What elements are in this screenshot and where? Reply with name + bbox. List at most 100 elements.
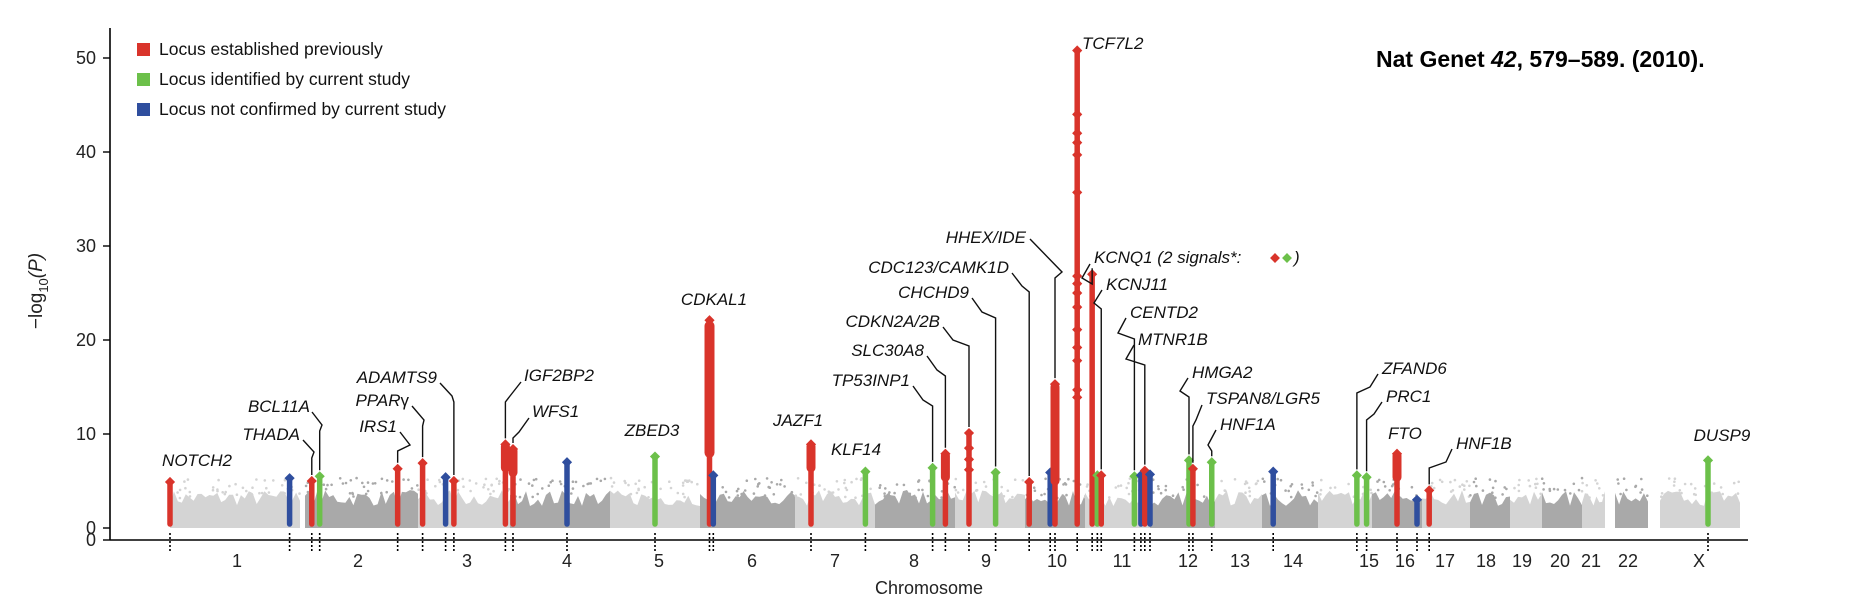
- gene-label: IGF2BP2: [524, 366, 594, 385]
- snp-dots-chr22: [1616, 477, 1649, 498]
- gene-label: CDKAL1: [681, 290, 747, 309]
- locus-kcnj11: [1096, 470, 1107, 552]
- snp-dots-chr20: [1540, 476, 1584, 500]
- x-tick-label-chr17: 17: [1435, 551, 1455, 571]
- leader-line: [1192, 404, 1203, 463]
- x-tick-label-chr2: 2: [353, 551, 363, 571]
- gene-label: ADAMTS9: [356, 368, 438, 387]
- legend-label-not_confirmed: Locus not confirmed by current study: [159, 99, 446, 119]
- locus-unlabeled-38: [1411, 494, 1423, 552]
- gene-label: HMGA2: [1192, 363, 1253, 382]
- snp-band-chr4: [510, 490, 610, 528]
- gene-label: TSPAN8/LGR5: [1206, 389, 1321, 408]
- snp-band-chr13: [1215, 490, 1262, 528]
- leader-line: [311, 411, 323, 471]
- gene-label: WFS1: [532, 402, 579, 421]
- locus-chchd9: [990, 467, 1001, 552]
- gene-label: THADA: [242, 425, 300, 444]
- gene-label: PRC1: [1386, 387, 1431, 406]
- x-tick-label-chr12: 12: [1178, 551, 1198, 571]
- snp-band-chr17: [1422, 490, 1470, 528]
- gene-label: CDC123/CAMK1D: [868, 258, 1009, 277]
- gene-label: TCF7L2: [1082, 34, 1144, 53]
- x-tick-label-chr4: 4: [562, 551, 572, 571]
- gene-label: CDKN2A/2B: [846, 312, 940, 331]
- kcnq1-signal-red: [1270, 253, 1280, 263]
- x-tick-label-chrX: X: [1693, 551, 1705, 571]
- leader-line: [942, 326, 970, 428]
- x-tick-label-chr18: 18: [1476, 551, 1496, 571]
- leader-line: [926, 355, 947, 448]
- legend-swatch-identified: [137, 73, 150, 86]
- snp-dots-chr5: [609, 476, 699, 499]
- leader-line: [1365, 401, 1383, 472]
- citation-prefix: Nat Genet: [1376, 46, 1492, 72]
- leader-line: [1207, 429, 1217, 457]
- snp-dots-chr2: [304, 476, 419, 499]
- leader-line: [1029, 238, 1064, 379]
- leader-line: [1117, 317, 1136, 471]
- x-tick-label-chr9: 9: [981, 551, 991, 571]
- snp-band-chrX: [1660, 490, 1740, 528]
- snp-dots-chrX: [1660, 477, 1740, 499]
- y-tick-label: 0: [86, 518, 96, 538]
- snp-dots-chr3: [417, 477, 511, 500]
- leader-line: [1093, 289, 1103, 470]
- leader-line: [411, 405, 425, 458]
- x-tick-label-chr11: 11: [1113, 551, 1132, 571]
- locus-unlabeled-10: [561, 457, 573, 552]
- locus-irs1: [392, 463, 403, 552]
- snp-dots-chr6: [707, 477, 796, 499]
- locus-slc30a8: [940, 448, 951, 552]
- legend-swatch-not_confirmed: [137, 103, 150, 116]
- locus-bcl11a: [314, 471, 325, 552]
- loci: [164, 45, 1714, 552]
- kcnq1-signal-green: [1282, 253, 1292, 263]
- leader-line: [302, 439, 315, 475]
- locus-cdkn2a-2b: [963, 427, 975, 552]
- x-tick-label-chr3: 3: [462, 551, 472, 571]
- snp-band-chr19: [1510, 491, 1542, 528]
- y-tick-label: 40: [76, 142, 96, 162]
- gene-label: TP53INP1: [832, 371, 910, 390]
- gene-label: KCNJ11: [1106, 275, 1168, 294]
- locus-hhex-ide: [1049, 379, 1061, 552]
- snp-band-chr7: [795, 490, 875, 528]
- locus-centd2: [1129, 471, 1140, 552]
- snp-dots-chr21: [1580, 479, 1605, 499]
- y-tick-label: 50: [76, 48, 96, 68]
- snp-band-chr21: [1582, 491, 1605, 528]
- leader-line: [512, 417, 530, 444]
- locus-tp53inp1: [927, 462, 938, 552]
- locus-jazf1: [805, 439, 817, 552]
- snp-band-chr2: [305, 490, 418, 528]
- gene-label: BCL11A: [248, 397, 310, 416]
- leader-line: [912, 385, 934, 462]
- snp-band-chr9: [955, 490, 1025, 528]
- gene-label: ZBED3: [624, 421, 680, 440]
- gene-labels: NOTCH2 THADA BCL11A IRS1 PPARγ ADAMTS9 IGF2BP2…: [162, 34, 1751, 485]
- locus-prc1: [1361, 472, 1372, 552]
- locus-unlabeled-6: [440, 472, 451, 552]
- locus-adamts9: [448, 475, 459, 552]
- y-tick-label-baseline: 0: [86, 530, 96, 550]
- x-tick-label-chr14: 14: [1283, 551, 1303, 571]
- snp-band-chr1: [170, 491, 300, 528]
- x-tick-label-chr15: 15: [1359, 551, 1379, 571]
- gene-label: CHCHD9: [898, 283, 969, 302]
- kcnq1-label-close: ): [1292, 248, 1300, 267]
- gene-label: FTO: [1388, 424, 1422, 443]
- snp-band-chr20: [1542, 491, 1582, 528]
- y-axis-label: −log10(P): [26, 253, 51, 329]
- snp-band-chr6: [700, 491, 795, 528]
- leader-line: [439, 382, 455, 475]
- y-tick-label: 10: [76, 424, 96, 444]
- legend-swatch-established: [137, 43, 150, 56]
- citation-suffix: , 579–589. (2010).: [1516, 46, 1705, 72]
- citation-volume: 42: [1491, 46, 1517, 72]
- leader-line: [1428, 448, 1453, 485]
- x-tick-label-chr7: 7: [830, 551, 840, 571]
- snp-dots-chr13: [1217, 478, 1260, 498]
